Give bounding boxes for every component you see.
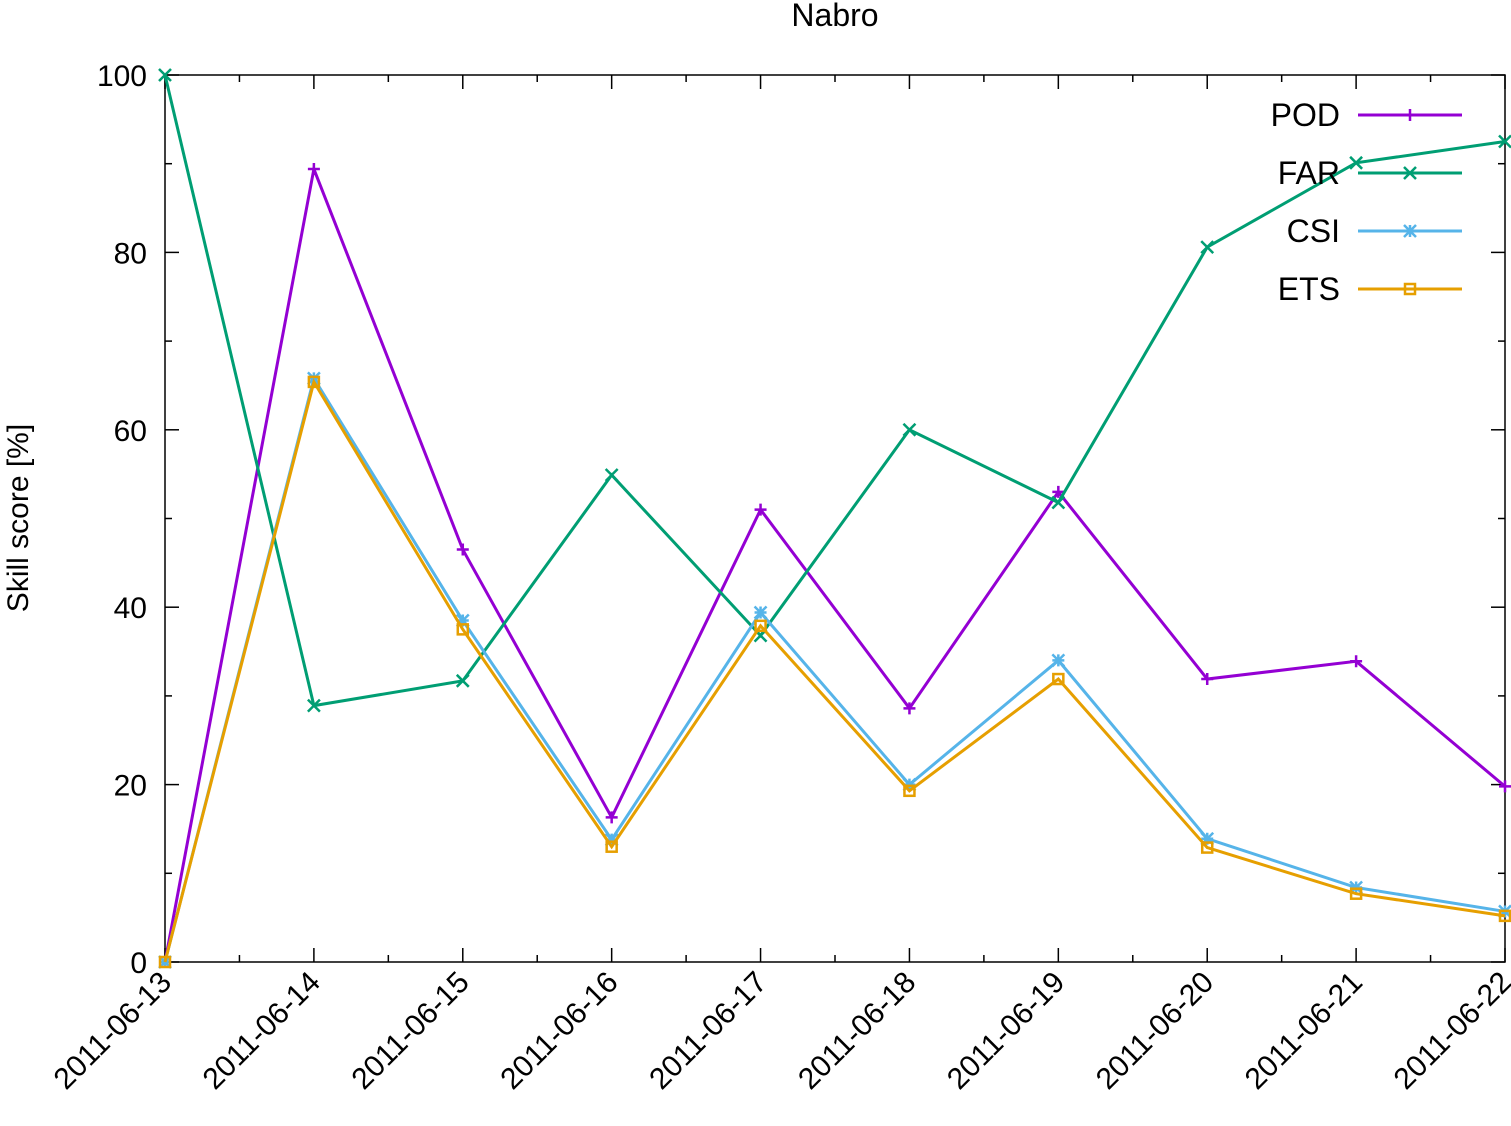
data-point xyxy=(605,811,618,824)
data-point xyxy=(1051,653,1066,668)
legend-label: FAR xyxy=(1278,155,1340,191)
data-point xyxy=(1051,495,1066,510)
data-point xyxy=(1403,282,1417,296)
y-tick-label: 20 xyxy=(114,770,147,803)
series-ets xyxy=(158,375,1511,969)
data-point xyxy=(604,468,619,482)
x-tick-label: 2011-06-20 xyxy=(1090,966,1220,1096)
legend-label: ETS xyxy=(1278,271,1340,307)
plot-frame xyxy=(164,74,1506,963)
data-point xyxy=(1201,673,1214,686)
y-tick-label: 40 xyxy=(114,592,147,625)
legend-label: POD xyxy=(1271,97,1340,133)
y-tick-label: 80 xyxy=(114,237,147,270)
x-tick-labels: 2011-06-13 2011-06-14 2011-06-15 2011-06-16… xyxy=(48,966,1511,1096)
chart-title: Nabro xyxy=(791,0,878,33)
data-point xyxy=(158,68,172,82)
data-point xyxy=(455,673,470,688)
series-line-pod xyxy=(163,163,1506,963)
data-point xyxy=(1200,240,1215,254)
data-point xyxy=(1499,780,1511,793)
x-tick-label: 2011-06-15 xyxy=(345,966,475,1096)
data-point xyxy=(1349,887,1363,900)
x-tick-label: 2011-06-17 xyxy=(643,966,773,1096)
data-point xyxy=(455,613,470,628)
x-tick-label: 2011-06-18 xyxy=(792,966,922,1096)
data-point xyxy=(456,623,470,636)
x-tick-label: 2011-06-21 xyxy=(1239,966,1369,1096)
y-axis-label: Skill score [%] xyxy=(2,424,35,612)
data-point xyxy=(1052,672,1065,686)
x-tick-label: 2011-06-19 xyxy=(941,966,1071,1096)
x-tick-label: 2011-06-16 xyxy=(494,966,624,1096)
series-group xyxy=(158,68,1511,969)
data-point xyxy=(1200,841,1214,854)
data-point xyxy=(902,422,917,437)
data-point xyxy=(1498,909,1511,923)
data-point xyxy=(307,371,321,386)
series-line-ets xyxy=(163,378,1506,963)
legend-item-far: FAR xyxy=(1278,155,1462,191)
data-point xyxy=(1403,166,1417,180)
data-point xyxy=(903,784,916,798)
data-point xyxy=(1350,655,1363,668)
series-line-csi xyxy=(163,374,1506,963)
x-tick-label: 2011-06-14 xyxy=(197,966,327,1096)
data-point xyxy=(307,698,321,713)
data-point xyxy=(1498,134,1511,149)
data-point xyxy=(1349,155,1363,170)
data-point xyxy=(158,955,172,969)
data-point xyxy=(903,702,916,715)
data-point xyxy=(307,163,320,176)
axis-ticks xyxy=(164,74,1506,963)
series-line-far xyxy=(163,74,1506,708)
legend: POD FAR CSI ETS xyxy=(1271,97,1462,307)
x-tick-label: 2011-06-13 xyxy=(48,966,178,1096)
data-point xyxy=(754,619,767,633)
y-tick-label: 100 xyxy=(97,60,147,93)
legend-item-pod: POD xyxy=(1271,97,1462,133)
legend-label: CSI xyxy=(1287,213,1340,249)
data-point xyxy=(307,375,321,389)
y-tick-labels: 0 20 40 60 80 100 xyxy=(97,60,147,980)
data-point xyxy=(754,503,767,516)
data-point xyxy=(605,840,618,853)
data-point xyxy=(1200,831,1215,846)
legend-item-csi: CSI xyxy=(1287,213,1462,249)
data-point xyxy=(1052,485,1065,498)
y-tick-label: 60 xyxy=(114,415,147,448)
y-tick-label: 0 xyxy=(130,947,147,980)
data-point xyxy=(1404,109,1416,121)
x-tick-label: 2011-06-22 xyxy=(1388,966,1511,1096)
data-point xyxy=(753,605,768,620)
data-point xyxy=(1403,224,1417,238)
data-point xyxy=(604,832,619,847)
legend-item-ets: ETS xyxy=(1278,271,1462,307)
data-point xyxy=(456,543,469,556)
